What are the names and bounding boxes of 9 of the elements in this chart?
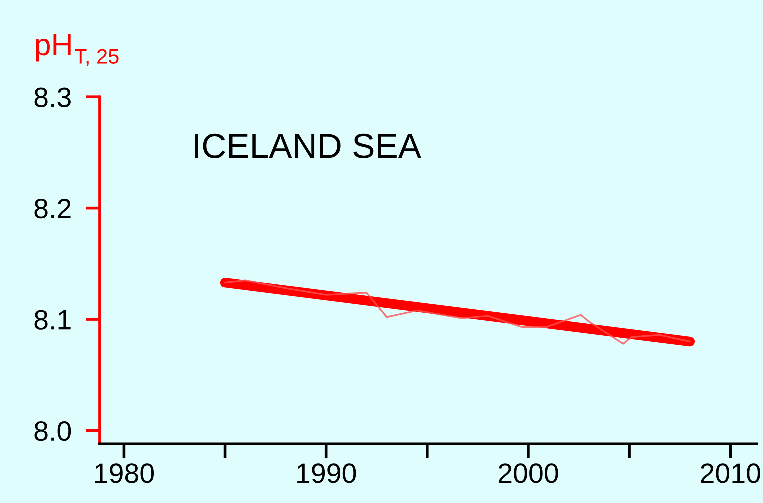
x-tick-label: 1980: [95, 464, 154, 484]
y-tick-label: 8.2: [34, 198, 71, 219]
annotation: ICELAND SEA: [195, 134, 422, 158]
y-tick-label: 8.0: [34, 421, 72, 442]
y-tick-label: 8.3: [34, 88, 71, 108]
x-tick-label: 2000: [498, 464, 558, 484]
x-tick-label: 1990: [298, 464, 356, 484]
x-tick-label: 2010: [701, 464, 760, 484]
y-tick-label: 8.1: [34, 310, 71, 330]
